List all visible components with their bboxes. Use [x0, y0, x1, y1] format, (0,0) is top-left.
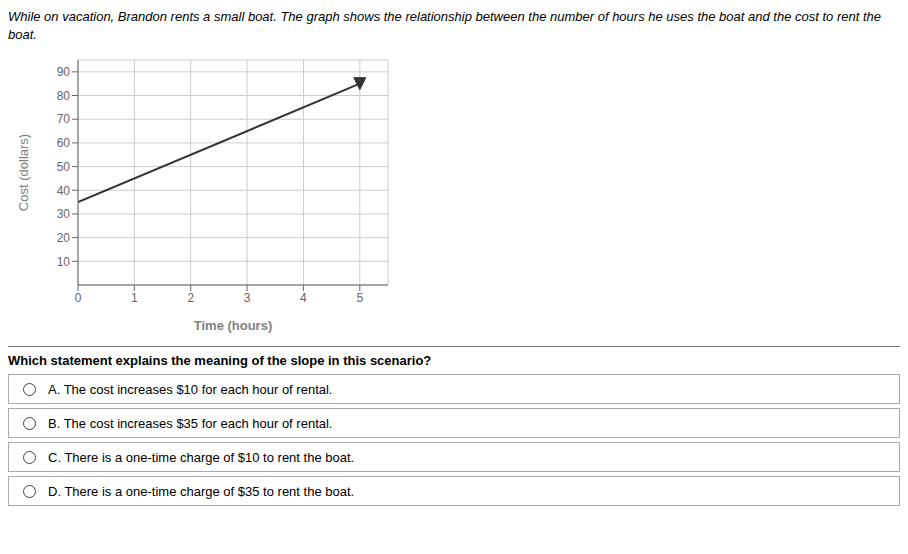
svg-text:5: 5	[356, 291, 363, 305]
html-text:C. There is a one-time charge: C. There is a one-time charge of $10 to …	[48, 449, 355, 465]
svg-text:40: 40	[57, 184, 71, 198]
svg-text:70: 70	[57, 112, 71, 126]
html-text:Which statement explains the m: Which statement explains the meaning of …	[8, 353, 432, 368]
svg-text:30: 30	[57, 207, 71, 221]
svg-text:90: 90	[57, 65, 71, 79]
svg-text:10: 10	[57, 255, 71, 269]
svg-text:50: 50	[57, 160, 71, 174]
html-text:A. The cost increases $10 for: A. The cost increases $10 for each hour …	[48, 381, 333, 397]
svg-text:4: 4	[300, 291, 307, 305]
svg-text:3: 3	[244, 291, 251, 305]
html-text:D. There is a one-time charge: D. There is a one-time charge of $35 to …	[48, 483, 355, 499]
svg-text:Cost (dollars): Cost (dollars)	[16, 134, 31, 211]
svg-text:0: 0	[75, 291, 82, 305]
svg-text:60: 60	[57, 136, 71, 150]
html-text:While on vacation, Brandon ren: While on vacation, Brandon rents a small…	[8, 9, 881, 42]
svg-text:20: 20	[57, 231, 71, 245]
svg-text:2: 2	[187, 291, 194, 305]
html-text:B. The cost increases $35 for: B. The cost increases $35 for each hour …	[48, 415, 333, 431]
svg-text:1: 1	[131, 291, 138, 305]
svg-text:Time (hours): Time (hours)	[194, 318, 273, 333]
svg-text:80: 80	[57, 89, 71, 103]
